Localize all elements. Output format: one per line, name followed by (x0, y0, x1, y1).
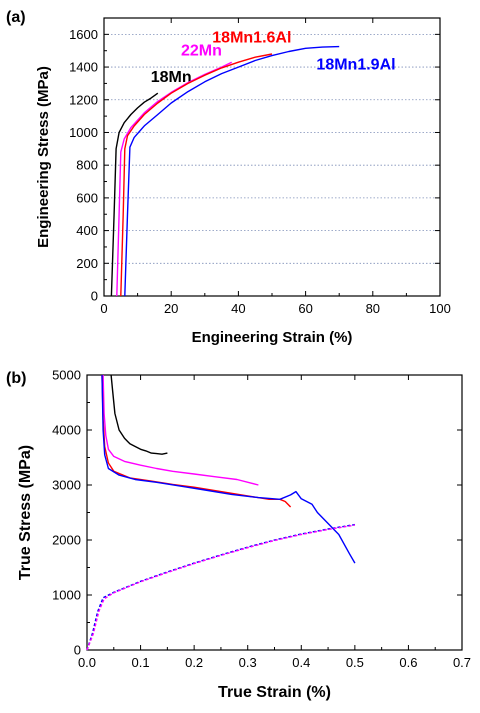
series-line (110, 92, 159, 297)
series-line (116, 61, 233, 297)
x-tick-label: 100 (429, 301, 451, 316)
y-axis-title: Engineering Stress (MPa) (35, 66, 52, 248)
x-tick-label: 20 (164, 301, 178, 316)
y-tick-label: 1000 (69, 125, 98, 140)
panel-label: (b) (6, 370, 26, 387)
x-tick-label: 0.5 (346, 655, 364, 670)
x-axis-title: True Strain (%) (218, 684, 331, 701)
x-tick-label: 0.6 (399, 655, 417, 670)
series-line (101, 374, 356, 564)
x-tick-label: 80 (366, 301, 380, 316)
y-tick-label: 1400 (69, 60, 98, 75)
y-tick-label: 800 (76, 158, 98, 173)
series-label: 18Mn (151, 69, 192, 86)
series-line (120, 53, 273, 297)
x-tick-label: 0.4 (292, 655, 310, 670)
y-tick-label: 200 (76, 256, 98, 271)
y-tick-label: 600 (76, 190, 98, 205)
series-line (110, 374, 168, 455)
series-label: 22Mn (181, 43, 222, 60)
y-tick-label: 1000 (52, 588, 81, 603)
x-tick-label: 0.2 (185, 655, 203, 670)
y-tick-label: 0 (74, 643, 81, 658)
y-tick-label: 400 (76, 223, 98, 238)
x-tick-label: 0.3 (239, 655, 257, 670)
x-tick-label: 0.7 (453, 655, 471, 670)
y-tick-label: 5000 (52, 368, 81, 383)
y-tick-label: 2000 (52, 533, 81, 548)
y-tick-label: 3000 (52, 478, 81, 493)
chart-panel-a: 0 20 40 60 80 1000200400600800100012001400160… (6, 9, 451, 346)
series-line (102, 374, 259, 486)
x-tick-label: 0.1 (132, 655, 150, 670)
series-line (86, 524, 356, 651)
chart-panel-b: 0.0 0.1 0.2 0.3 0.4 0.5 0.6 0.7 0 1000 2000 3000 400… (6, 368, 471, 702)
series-line (86, 523, 356, 651)
series-line (124, 45, 340, 297)
plot-frame (86, 374, 463, 651)
panel-label: (a) (6, 9, 26, 26)
x-tick-label: 60 (298, 301, 312, 316)
x-tick-label: 0.0 (78, 655, 96, 670)
y-axis-title: True Stress (MPa) (17, 445, 34, 580)
series-label: 18Mn1.6Al (212, 30, 291, 47)
y-tick-label: 0 (91, 289, 98, 304)
x-axis-title: Engineering Strain (%) (192, 329, 353, 346)
series-label: 18Mn1.9Al (316, 57, 395, 74)
y-tick-label: 1200 (69, 92, 98, 107)
series-line (101, 374, 292, 508)
y-tick-label: 4000 (52, 423, 81, 438)
x-tick-label: 40 (231, 301, 245, 316)
x-tick-label: 0 (100, 301, 107, 316)
y-tick-label: 1600 (69, 27, 98, 42)
